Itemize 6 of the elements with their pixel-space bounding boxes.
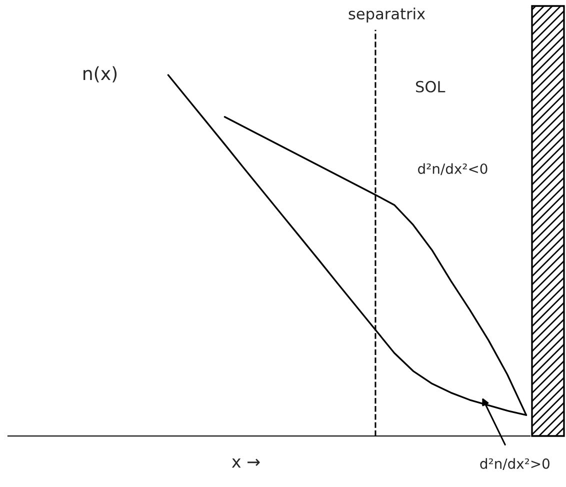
annotation: SOL	[416, 80, 446, 92]
annotation: d²n/dx²<0	[418, 163, 488, 176]
y-axis-title: n(x)	[84, 66, 117, 82]
text: separatrix	[348, 8, 426, 22]
x-axis-title: x →	[232, 458, 260, 468]
text: d²n/dx²>0	[480, 458, 550, 470]
